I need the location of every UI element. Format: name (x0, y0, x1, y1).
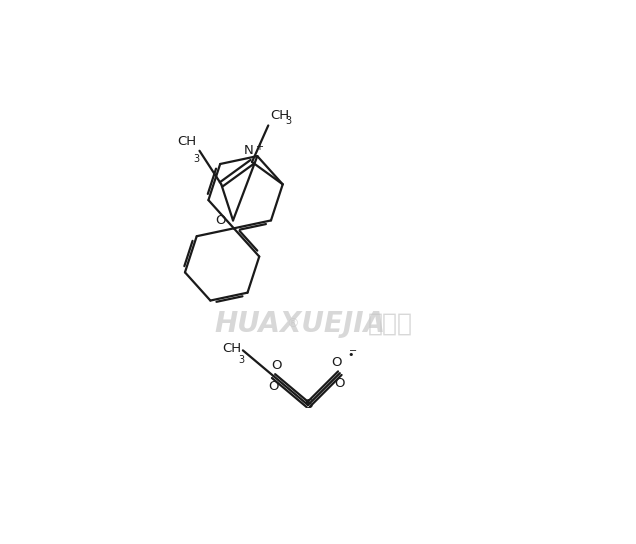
Text: ®: ® (286, 318, 298, 331)
Text: CH: CH (177, 135, 197, 148)
Text: •: • (348, 350, 354, 360)
Text: N: N (244, 144, 254, 157)
Text: 化学加: 化学加 (368, 312, 413, 336)
Text: CH: CH (270, 109, 289, 122)
Text: HUAXUEJIA: HUAXUEJIA (214, 310, 385, 338)
Text: CH: CH (222, 342, 241, 355)
Text: 3: 3 (286, 116, 291, 126)
Text: O: O (272, 359, 282, 372)
Text: 3: 3 (193, 154, 200, 164)
Text: O: O (216, 214, 226, 227)
Text: O: O (335, 377, 345, 390)
Text: −: − (349, 346, 357, 356)
Text: 3: 3 (238, 355, 244, 366)
Text: S: S (304, 399, 312, 411)
Text: O: O (268, 380, 279, 393)
Text: +: + (255, 142, 263, 152)
Text: O: O (331, 356, 342, 369)
